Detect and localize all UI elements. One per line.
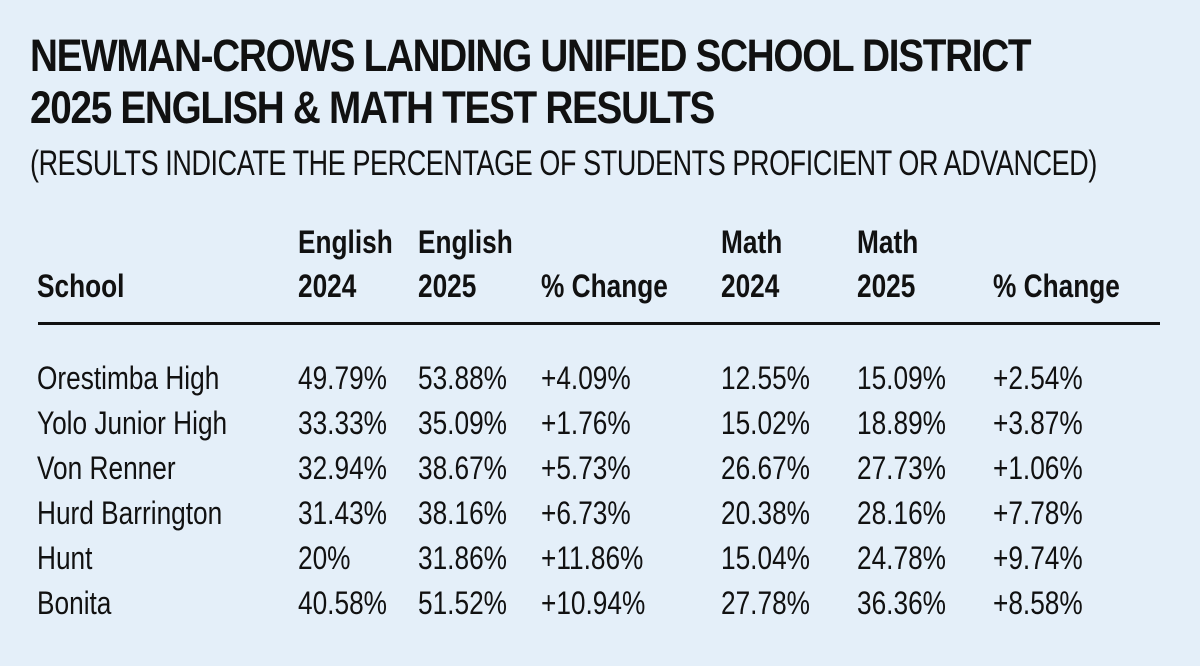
school-name: Hunt xyxy=(37,540,93,576)
header-math-2025-bottom: 2025 xyxy=(857,268,916,304)
english-change-value: +5.73% xyxy=(541,450,631,486)
math-2024-value: 20.38% xyxy=(721,495,810,531)
header-divider xyxy=(38,322,1160,325)
header-math-2024-bottom: 2024 xyxy=(721,268,780,304)
header-math-2025-top: Math xyxy=(857,224,919,260)
school-name: Yolo Junior High xyxy=(37,405,228,441)
header-math-2024-top: Math xyxy=(721,224,783,260)
header-math-change: % Change xyxy=(993,268,1120,304)
title-line-1: NEWMAN-CROWS LANDING UNIFIED SCHOOL DIST… xyxy=(30,30,1032,81)
chart-subtitle: (RESULTS INDICATE THE PERCENTAGE OF STUD… xyxy=(30,144,1097,183)
math-2024-value: 15.04% xyxy=(721,540,810,576)
title-line-2: 2025 ENGLISH & MATH TEST RESULTS xyxy=(30,82,715,133)
header-english-2024-bottom: 2024 xyxy=(298,268,357,304)
header-english-change: % Change xyxy=(541,268,668,304)
english-2024-value: 40.58% xyxy=(298,585,387,621)
math-change-value: +2.54% xyxy=(993,360,1083,396)
math-2024-value: 27.78% xyxy=(721,585,810,621)
header-school: School xyxy=(37,268,125,304)
table-row: Von Renner 32.94% 38.67% +5.73% 26.67% 27.73%… xyxy=(0,446,1200,491)
chart-title: NEWMAN-CROWS LANDING UNIFIED SCHOOL DIST… xyxy=(30,30,1032,134)
header-english-2024-top: English xyxy=(298,224,393,260)
school-name: Hurd Barrington xyxy=(37,495,223,531)
english-2025-value: 51.52% xyxy=(418,585,507,621)
school-name: Orestimba High xyxy=(37,360,220,396)
english-change-value: +6.73% xyxy=(541,495,631,531)
english-2025-value: 38.67% xyxy=(418,450,507,486)
table-body: Orestimba High 49.79% 53.88% +4.09% 12.55% 15… xyxy=(0,356,1200,626)
school-name: Bonita xyxy=(37,585,112,621)
table-row: Orestimba High 49.79% 53.88% +4.09% 12.55% 15… xyxy=(0,356,1200,401)
english-2025-value: 31.86% xyxy=(418,540,507,576)
math-change-value: +7.78% xyxy=(993,495,1083,531)
english-2024-value: 32.94% xyxy=(298,450,387,486)
header-english-2025-bottom: 2025 xyxy=(418,268,477,304)
math-2025-value: 36.36% xyxy=(857,585,946,621)
english-change-value: +1.76% xyxy=(541,405,631,441)
math-2025-value: 15.09% xyxy=(857,360,946,396)
math-2024-value: 12.55% xyxy=(721,360,810,396)
header-math-2025: Math 2025 xyxy=(857,220,918,308)
english-change-value: +11.86% xyxy=(541,540,644,576)
table-row: Hurd Barrington 31.43% 38.16% +6.73% 20.38% 2… xyxy=(0,491,1200,536)
english-2024-value: 49.79% xyxy=(298,360,387,396)
english-change-value: +10.94% xyxy=(541,585,646,621)
header-english-2025: English 2025 xyxy=(418,220,513,308)
english-change-value: +4.09% xyxy=(541,360,631,396)
math-change-value: +8.58% xyxy=(993,585,1083,621)
math-2025-value: 27.73% xyxy=(857,450,946,486)
english-2024-value: 31.43% xyxy=(298,495,387,531)
math-change-value: +3.87% xyxy=(993,405,1083,441)
math-change-value: +9.74% xyxy=(993,540,1083,576)
school-name: Von Renner xyxy=(37,450,176,486)
math-2025-value: 28.16% xyxy=(857,495,946,531)
english-2025-value: 38.16% xyxy=(418,495,507,531)
header-english-2024: English 2024 xyxy=(298,220,393,308)
math-change-value: +1.06% xyxy=(993,450,1083,486)
english-2024-value: 33.33% xyxy=(298,405,387,441)
table-row: Yolo Junior High 33.33% 35.09% +1.76% 15.02%… xyxy=(0,401,1200,446)
math-2025-value: 24.78% xyxy=(857,540,946,576)
english-2025-value: 35.09% xyxy=(418,405,507,441)
english-2024-value: 20% xyxy=(298,540,351,576)
math-2024-value: 26.67% xyxy=(721,450,810,486)
math-2025-value: 18.89% xyxy=(857,405,946,441)
math-2024-value: 15.02% xyxy=(721,405,810,441)
header-english-2025-top: English xyxy=(418,224,513,260)
table-row: Bonita 40.58% 51.52% +10.94% 27.78% 36.36% +8.… xyxy=(0,581,1200,626)
header-math-2024: Math 2024 xyxy=(721,220,782,308)
english-2025-value: 53.88% xyxy=(418,360,507,396)
table-row: Hunt 20% 31.86% +11.86% 15.04% 24.78% +9.74% xyxy=(0,536,1200,581)
